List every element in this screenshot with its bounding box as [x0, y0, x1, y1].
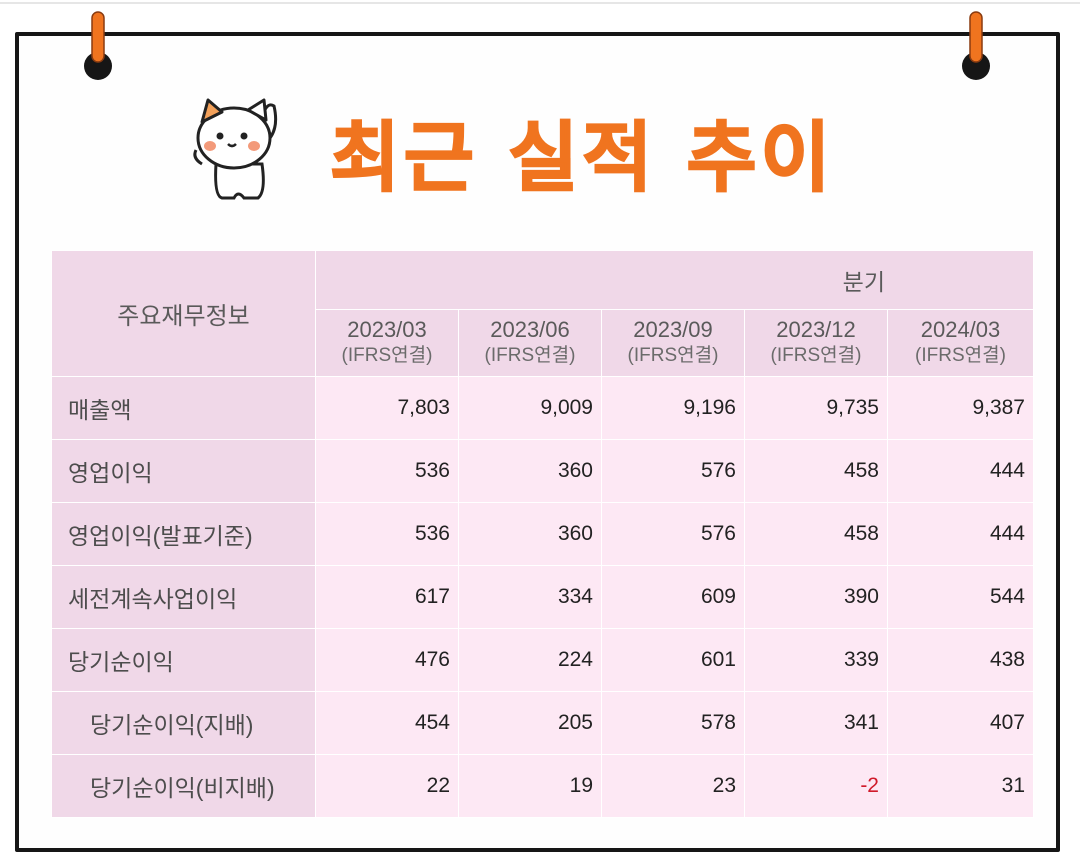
row-label: 당기순이익(지배) — [51, 691, 316, 755]
table-cell: 22 — [315, 754, 459, 818]
column-header: 2023/09 (IFRS연결) — [601, 309, 745, 377]
table-cell: 454 — [315, 691, 459, 755]
table-cell: 390 — [744, 565, 888, 629]
basis-label: (IFRS연결) — [627, 345, 719, 366]
quarter-group-header: 분기 — [315, 250, 1034, 310]
column-header: 2023/12 (IFRS연결) — [744, 309, 888, 377]
table-cell: 458 — [744, 439, 888, 503]
period-label: 2023/06 — [490, 317, 570, 342]
corner-header: 주요재무정보 — [51, 250, 316, 377]
table-cell: 341 — [744, 691, 888, 755]
table-cell: 476 — [315, 628, 459, 692]
financial-summary-table: 주요재무정보 분기 2023/03 (IFRS연결) 2023/06 (IFRS연결… — [51, 250, 1034, 818]
table-row: 영업이익(발표기준) 536 360 576 458 444 — [51, 502, 1034, 566]
table-cell: 360 — [458, 439, 602, 503]
column-header: 2024/03 (IFRS연결) — [887, 309, 1034, 377]
period-label: 2023/09 — [633, 317, 713, 342]
pushpin-icon — [84, 11, 112, 80]
table-cell: 339 — [744, 628, 888, 692]
table-cell: 458 — [744, 502, 888, 566]
table-cell: 9,009 — [458, 376, 602, 440]
table-cell: 19 — [458, 754, 602, 818]
table-cell: 576 — [601, 439, 745, 503]
basis-label: (IFRS연결) — [915, 345, 1006, 366]
table-cell-negative: -2 — [744, 754, 888, 818]
row-label: 매출액 — [51, 376, 316, 440]
table-cell: 205 — [458, 691, 602, 755]
table-cell: 9,196 — [601, 376, 745, 440]
basis-label: (IFRS연결) — [770, 345, 862, 366]
row-label: 영업이익(발표기준) — [51, 502, 316, 566]
table-cell: 360 — [458, 502, 602, 566]
table-cell: 23 — [601, 754, 745, 818]
basis-label: (IFRS연결) — [341, 345, 433, 366]
row-label: 당기순이익 — [51, 628, 316, 692]
column-header: 2023/03 (IFRS연결) — [315, 309, 459, 377]
table-cell: 578 — [601, 691, 745, 755]
table-row: 당기순이익(비지배) 22 19 23 -2 31 — [51, 754, 1034, 818]
table-row: 매출액 7,803 9,009 9,196 9,735 9,387 — [51, 376, 1034, 440]
table-cell: 544 — [887, 565, 1034, 629]
table-cell: 536 — [315, 439, 459, 503]
pushpin-icon — [962, 11, 990, 80]
table-row: 세전계속사업이익 617 334 609 390 544 — [51, 565, 1034, 629]
row-label: 영업이익 — [51, 439, 316, 503]
table-cell: 334 — [458, 565, 602, 629]
table-row: 당기순이익(지배) 454 205 578 341 407 — [51, 691, 1034, 755]
period-label: 2023/12 — [776, 317, 856, 342]
table-cell: 609 — [601, 565, 745, 629]
top-divider — [0, 2, 1080, 4]
table-cell: 407 — [887, 691, 1034, 755]
table-row: 당기순이익 476 224 601 339 438 — [51, 628, 1034, 692]
table-cell: 438 — [887, 628, 1034, 692]
cat-mascot-icon — [193, 98, 278, 200]
table-cell: 31 — [887, 754, 1034, 818]
table-cell: 9,735 — [744, 376, 888, 440]
column-header: 2023/06 (IFRS연결) — [458, 309, 602, 377]
table-cell: 536 — [315, 502, 459, 566]
table-cell: 601 — [601, 628, 745, 692]
period-label: 2024/03 — [920, 317, 1001, 342]
table-row: 영업이익 536 360 576 458 444 — [51, 439, 1034, 503]
table-cell: 224 — [458, 628, 602, 692]
table-cell: 576 — [601, 502, 745, 566]
table-header-row: 주요재무정보 분기 — [51, 250, 1034, 377]
basis-label: (IFRS연결) — [484, 345, 576, 366]
page-title: 최근 실적 추이 — [329, 112, 835, 203]
row-label: 세전계속사업이익 — [51, 565, 316, 629]
period-label: 2023/03 — [347, 317, 427, 342]
table-cell: 444 — [887, 502, 1034, 566]
table-cell: 9,387 — [887, 376, 1034, 440]
table-cell: 444 — [887, 439, 1034, 503]
table-cell: 7,803 — [315, 376, 459, 440]
table-cell: 617 — [315, 565, 459, 629]
period-header-row: 2023/03 (IFRS연결) 2023/06 (IFRS연결) 2023/09 (… — [52, 309, 1034, 377]
row-label: 당기순이익(비지배) — [51, 754, 316, 818]
